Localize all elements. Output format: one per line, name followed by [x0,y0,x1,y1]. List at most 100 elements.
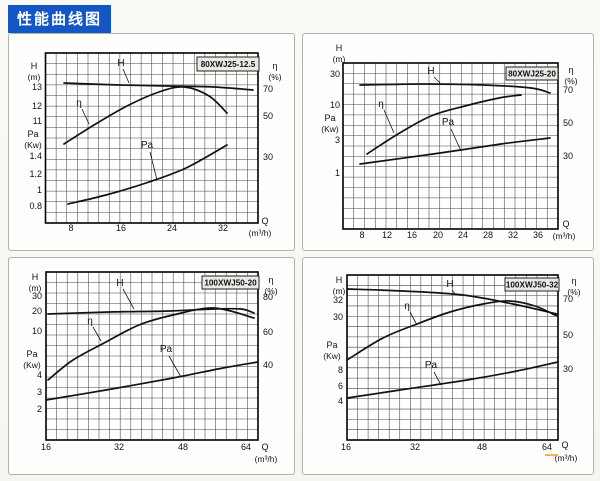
axis-label: 70 [563,294,573,304]
axis-label: (m) [29,283,42,293]
axis-label: 30 [563,364,573,374]
chart-panel-80XWJ25-20: H (m) 30 10 Pa (Kw) 3 1 η (%) 70 50 30 8 12 16 20 24 28 32 3… [302,33,594,251]
axis-label: 0.8 [29,201,42,211]
curve-H [346,288,558,315]
axis-label: Pa [27,129,38,139]
axis-label: η [268,275,273,285]
curve-label-leader [122,288,135,310]
axis-label: H [336,275,343,285]
curve-label: H [446,279,453,290]
axis-label: 8 [338,365,343,375]
curve-label-leader [149,151,158,181]
axis-label: (m³/h) [255,454,278,464]
axis-label: 30 [563,151,573,161]
axis-label: 32 [333,295,343,305]
axis-label: 4 [338,396,343,406]
axis-label: (%) [264,286,277,296]
model-label: 80XWJ25-12.5 [201,60,256,69]
model-label: 80XWJ25-20 [508,70,556,79]
curve-label: H [427,66,434,77]
axis-label: η [571,276,576,286]
curve-label-leader [92,326,102,342]
curve-label-leader [81,108,90,125]
axis-label: (Kw) [321,124,339,134]
axis-label: 16 [41,442,51,452]
axis-label: 30 [333,312,343,322]
axis-label: H [31,61,38,71]
axis-label: (%) [564,76,577,86]
plot-grid [346,274,559,441]
axis-label: η [272,61,277,71]
axis-label: 50 [263,111,273,121]
chart-panel-100XWJ50-20: H (m) 30 20 10 Pa (Kw) 4 3 2 η (%) 80 60 40 16 32 48 64 Q (m… [8,257,295,475]
axis-label: 70 [563,85,573,95]
axis-label: Pa [324,113,335,123]
axis-label: 50 [563,118,573,128]
axis-label: (m) [333,286,346,296]
axis-label: 20 [433,230,443,240]
curve-eta [63,86,228,145]
model-label-box [201,275,260,290]
axis-label: 12 [382,230,392,240]
axis-label: η [568,65,573,75]
axis-label: 16 [407,230,417,240]
model-label: 100XWJ50-32 [506,281,559,290]
axis-label: 40 [263,360,273,370]
model-label: 100XWJ50-20 [204,279,257,288]
axis-label: 30 [32,291,42,301]
axis-label: 32 [114,442,124,452]
axis-label: 3 [335,135,340,145]
curve-label-leader [433,371,442,386]
plot-grid [45,52,259,224]
curve-Pa [45,361,259,401]
plot-grid [45,271,259,441]
curve-label-leader [383,109,395,134]
curve-eta [346,300,558,361]
curve-Pa [346,361,559,399]
axis-label: 32 [410,442,420,452]
model-label-box [504,277,560,292]
axis-label: Pa [326,340,337,350]
axis-label: 20 [32,306,42,316]
axis-label: 48 [477,442,487,452]
plot-border [45,271,259,441]
curve-label: η [404,301,410,312]
axis-label: 1.2 [29,169,42,179]
axis-label: 13 [32,82,42,92]
plot-border [342,62,559,230]
axis-label: 24 [458,230,468,240]
curve-Pa [359,137,551,165]
axis-label: 10 [330,100,340,110]
curve-label: Pa [425,360,438,371]
page-title: 性能曲线图 [8,5,112,33]
axis-label: (m³/h) [553,231,576,241]
curve-label: Pa [442,117,455,128]
axis-label: 8 [68,223,73,233]
curve-label: η [378,99,384,110]
curve-H [359,83,551,94]
axis-label: H [336,43,343,53]
curve-label: η [87,316,93,327]
axis-label: 50 [563,330,573,340]
chart-panel-100XWJ50-32: H (m) 32 30 Pa (Kw) 8 6 4 η (%) 70 50 30 16 32 48 64 Q (m³/… [302,257,594,475]
axis-label: 30 [330,69,340,79]
axis-label: 8 [359,230,364,240]
curve-label: H [116,278,123,289]
axis-label: (Kw) [323,351,341,361]
axis-label: 70 [263,84,273,94]
axis-label: 12 [32,101,42,111]
axis-label: 1.4 [29,151,42,161]
axis-label: 64 [241,442,251,452]
axis-label: (m) [333,54,346,64]
axis-label: 80 [263,292,273,302]
axis-label: 11 [33,116,42,126]
scan-artifact [545,454,558,456]
axis-label: 3 [37,387,42,397]
curve-eta [47,307,255,381]
chart-panel-80XWJ25-12.5: H (m) 13 12 11 Pa (Kw) 1.4 1.2 1 0.8 η (%) 70 50 30 8 16 2… [8,33,295,251]
